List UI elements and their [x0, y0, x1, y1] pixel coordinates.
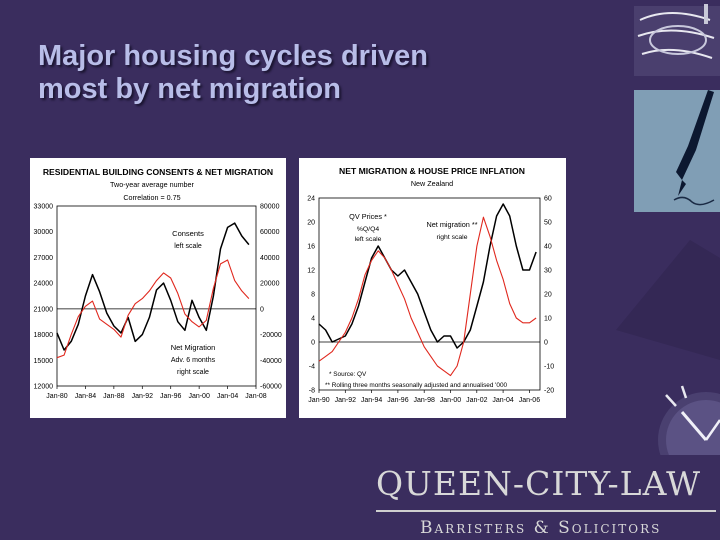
right-axis-tick-label: 10 — [544, 316, 552, 323]
x-axis-tick-label: Jan-90 — [308, 397, 330, 404]
series-sublabel: left scale — [355, 236, 382, 243]
plot-frame — [56, 205, 257, 387]
x-axis-tick-label: Jan-92 — [335, 397, 357, 404]
chart-annotation: Correlation = 0.75 — [123, 193, 180, 202]
series-label: Net Migration — [171, 343, 216, 352]
x-axis-tick-label: Jan-96 — [160, 393, 182, 400]
chart-building-consents-svg: RESIDENTIAL BUILDING CONSENTS & NET MIGR… — [34, 167, 282, 400]
series-sublabel: right scale — [177, 369, 209, 376]
brand-subtitle: Barristers & Solicitors — [420, 518, 662, 538]
right-axis-tick-label: 0 — [544, 340, 548, 347]
x-axis-tick-label: Jan-04 — [492, 397, 514, 404]
x-axis-tick-label: Jan-00 — [440, 397, 462, 404]
slide-title: Major housing cycles driven most by net … — [38, 40, 598, 106]
left-axis-tick-label: 24000 — [34, 281, 54, 288]
right-axis-tick-label: -40000 — [260, 358, 282, 365]
right-axis-tick-label: 40 — [544, 244, 552, 251]
left-axis-tick-label: 24 — [307, 196, 315, 203]
series-sublabel: right scale — [437, 234, 468, 241]
series-line — [56, 222, 250, 351]
right-axis-tick-label: 20000 — [260, 281, 280, 288]
chart-house-price-inflation: NET MIGRATION & HOUSE PRICE INFLATION Ne… — [299, 158, 566, 418]
x-axis-tick-label: Jan-94 — [361, 397, 383, 404]
series-sublabel: %Q/Q4 — [357, 226, 380, 233]
left-axis-tick-label: -8 — [309, 388, 315, 395]
series-label: Net migration ** — [426, 220, 477, 229]
chart-footnote: * Source: QV — [329, 371, 367, 378]
series-label: QV Prices * — [349, 212, 387, 221]
series-line — [56, 259, 250, 359]
left-axis-tick-label: 12 — [307, 268, 315, 275]
chart-title: RESIDENTIAL BUILDING CONSENTS & NET MIGR… — [43, 167, 273, 177]
right-axis-tick-label: 60000 — [260, 229, 280, 236]
series-label: Consents — [172, 229, 204, 238]
decorative-panel — [545, 0, 720, 488]
x-axis-tick-label: Jan-00 — [188, 393, 210, 400]
x-axis-tick-label: Jan-96 — [387, 397, 409, 404]
x-axis-tick-label: Jan-06 — [519, 397, 541, 404]
series-sublabel: left scale — [174, 243, 202, 250]
chart-house-price-inflation-svg: NET MIGRATION & HOUSE PRICE INFLATION Ne… — [307, 166, 554, 404]
decorative-panel-svg — [545, 4, 720, 488]
left-axis-tick-label: 8 — [311, 292, 315, 299]
x-axis-tick-label: Jan-08 — [245, 393, 267, 400]
left-axis-tick-label: -4 — [309, 364, 315, 371]
brand-logo: QUEEN-CITY-LAW Barristers & Solicitors — [376, 462, 716, 538]
left-axis-tick-label: 20 — [307, 220, 315, 227]
left-axis-tick-label: 4 — [311, 316, 315, 323]
chart-title: NET MIGRATION & HOUSE PRICE INFLATION — [339, 166, 525, 176]
series-line — [318, 203, 537, 349]
slide-title-line-2: most by net migration — [38, 73, 341, 105]
right-axis-tick-label: 0 — [260, 306, 264, 313]
x-axis-tick-label: Jan-98 — [413, 397, 435, 404]
right-axis-tick-label: -10 — [544, 364, 554, 371]
x-axis-tick-label: Jan-92 — [132, 393, 154, 400]
right-axis-tick-label: 80000 — [260, 204, 280, 211]
plot-frame — [318, 197, 541, 391]
x-axis-tick-label: Jan-80 — [46, 393, 68, 400]
right-axis-tick-label: -20000 — [260, 332, 282, 339]
chart-subtitle: New Zealand — [411, 179, 453, 188]
series-sublabel: Adv. 6 months — [171, 357, 216, 364]
chart-footnote: ** Rolling three months seasonally adjus… — [325, 382, 508, 389]
brand-name: QUEEN-CITY-LAW — [376, 464, 702, 503]
right-axis-tick-label: 40000 — [260, 255, 280, 262]
right-axis-tick-label: -60000 — [260, 384, 282, 391]
left-axis-tick-label: 15000 — [34, 358, 54, 365]
x-axis-tick-label: Jan-02 — [466, 397, 488, 404]
series-line — [318, 216, 537, 377]
left-axis-tick-label: 30000 — [34, 229, 54, 236]
notebook-icon — [634, 4, 720, 76]
left-axis-tick-label: 12000 — [34, 384, 54, 391]
slide-title-line-1: Major housing cycles driven — [38, 40, 428, 72]
x-axis-tick-label: Jan-84 — [75, 393, 97, 400]
right-axis-tick-label: 50 — [544, 220, 552, 227]
right-axis-tick-label: 20 — [544, 292, 552, 299]
fountain-pen-icon — [634, 90, 720, 212]
x-axis-tick-label: Jan-88 — [103, 393, 125, 400]
left-axis-tick-label: 27000 — [34, 255, 54, 262]
right-axis-tick-label: 60 — [544, 196, 552, 203]
chart-subtitle: Two-year average number — [110, 180, 195, 189]
x-axis-tick-label: Jan-04 — [217, 393, 239, 400]
chart-building-consents: RESIDENTIAL BUILDING CONSENTS & NET MIGR… — [30, 158, 286, 418]
left-axis-tick-label: 0 — [311, 340, 315, 347]
left-axis-tick-label: 21000 — [34, 306, 54, 313]
glass-building-icon — [545, 240, 720, 360]
clock-icon — [658, 385, 720, 488]
left-axis-tick-label: 18000 — [34, 332, 54, 339]
right-axis-tick-label: -20 — [544, 388, 554, 395]
right-axis-tick-label: 30 — [544, 268, 552, 275]
brand-divider — [376, 510, 716, 512]
left-axis-tick-label: 16 — [307, 244, 315, 251]
left-axis-tick-label: 33000 — [34, 204, 54, 211]
